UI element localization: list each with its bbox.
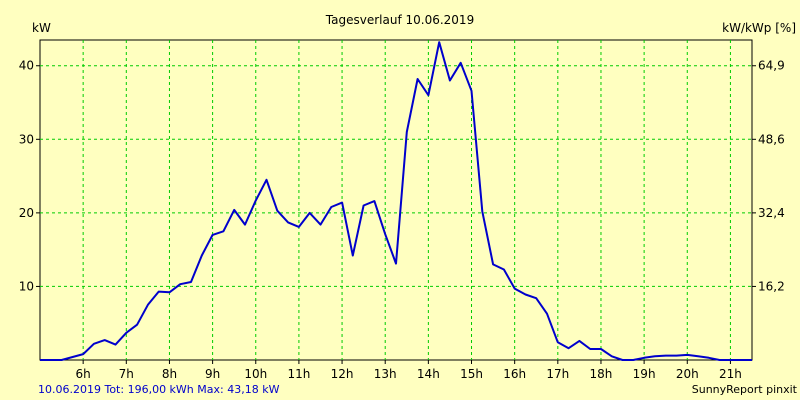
x-tick-label: 6h: [76, 367, 91, 381]
x-tick-label: 19h: [633, 367, 656, 381]
y-tick-label-right: 32,4: [758, 206, 785, 220]
x-tick-label: 21h: [719, 367, 742, 381]
x-tick-label: 7h: [119, 367, 134, 381]
x-tick-label: 17h: [546, 367, 569, 381]
y-tick-label-right: 48,6: [758, 132, 785, 146]
x-tick-label: 9h: [205, 367, 220, 381]
grid: [40, 40, 752, 360]
x-tick-label: 14h: [417, 367, 440, 381]
x-tick-label: 8h: [162, 367, 177, 381]
x-tick-label: 10h: [244, 367, 267, 381]
x-tick-label: 13h: [374, 367, 397, 381]
footer-summary: 10.06.2019 Tot: 196,00 kWh Max: 43,18 kW: [38, 383, 280, 396]
y-tick-label-left: 30: [19, 132, 34, 146]
y-tick-label-left: 10: [19, 279, 34, 293]
series-line: [40, 41, 752, 361]
y-tick-label-right: 64,9: [758, 59, 785, 73]
x-tick-label: 11h: [287, 367, 310, 381]
chart-title: Tagesverlauf 10.06.2019: [325, 13, 474, 27]
y-tick-label-left: 40: [19, 59, 34, 73]
x-tick-label: 20h: [676, 367, 699, 381]
y-axis-right-label: kW/kWp [%]: [722, 21, 796, 35]
plot-area: [39, 39, 753, 361]
x-tick-label: 15h: [460, 367, 483, 381]
x-tick-label: 16h: [503, 367, 526, 381]
y-tick-label-left: 20: [19, 206, 34, 220]
y-axis-left-label: kW: [32, 21, 51, 35]
axis-ticks: 6h 7h 8h 9h 10h 11h 12h 13h 14h 15h 16h 17h 18h 19h 20…: [19, 59, 785, 381]
footer-credit: SunnyReport pinxit: [692, 383, 798, 396]
series-layer: [40, 41, 752, 361]
x-tick-label: 12h: [331, 367, 354, 381]
x-tick-label: 18h: [590, 367, 613, 381]
y-tick-label-right: 16,2: [758, 279, 785, 293]
